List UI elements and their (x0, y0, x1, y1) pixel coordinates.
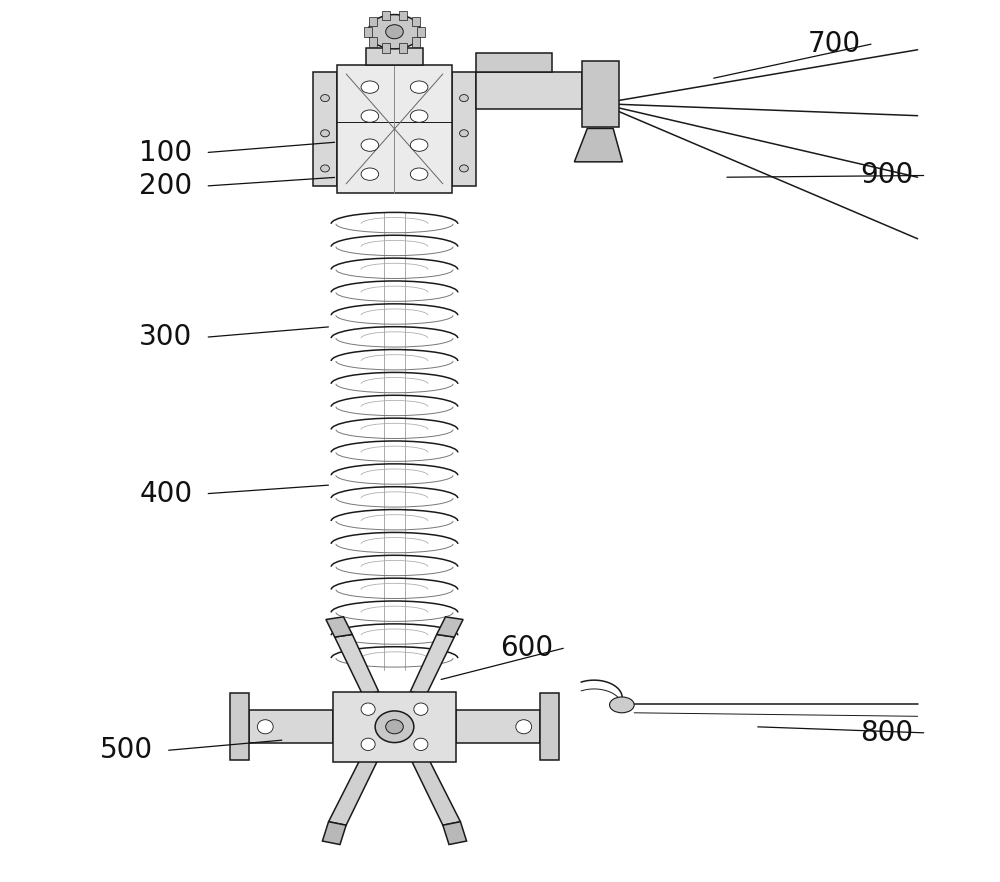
Text: 300: 300 (139, 323, 193, 351)
Bar (382, 43, 390, 53)
Ellipse shape (516, 720, 532, 734)
Bar (417, 26, 425, 36)
Ellipse shape (361, 168, 379, 180)
Ellipse shape (460, 165, 468, 172)
Ellipse shape (386, 25, 403, 39)
Bar (313, 71, 337, 186)
Polygon shape (335, 634, 379, 695)
Ellipse shape (414, 703, 428, 715)
Ellipse shape (361, 738, 375, 751)
Text: 400: 400 (139, 480, 192, 508)
Bar (369, 37, 377, 47)
Bar (249, 710, 333, 744)
Polygon shape (412, 758, 460, 826)
Text: 200: 200 (139, 172, 192, 200)
Ellipse shape (410, 168, 428, 180)
Ellipse shape (257, 720, 273, 734)
Ellipse shape (386, 720, 403, 734)
Bar (364, 26, 372, 36)
Ellipse shape (368, 15, 421, 49)
Polygon shape (437, 617, 463, 637)
Bar (582, 61, 619, 127)
Ellipse shape (321, 130, 329, 137)
Bar (399, 43, 407, 53)
Ellipse shape (460, 94, 468, 101)
Ellipse shape (410, 81, 428, 93)
Polygon shape (410, 634, 454, 695)
Bar (412, 17, 420, 26)
Text: 100: 100 (139, 138, 192, 167)
Text: 900: 900 (860, 161, 913, 190)
Bar (337, 65, 452, 192)
Ellipse shape (321, 165, 329, 172)
Polygon shape (326, 617, 352, 637)
Bar (476, 72, 582, 109)
Polygon shape (443, 822, 467, 845)
Text: 500: 500 (100, 736, 153, 765)
Polygon shape (329, 758, 377, 826)
Bar (382, 11, 390, 20)
Bar (366, 48, 423, 65)
Ellipse shape (410, 110, 428, 123)
Bar (412, 37, 420, 47)
Ellipse shape (361, 703, 375, 715)
Ellipse shape (414, 738, 428, 751)
Bar (333, 691, 456, 762)
Bar (369, 17, 377, 26)
Text: 800: 800 (860, 719, 913, 747)
Ellipse shape (410, 139, 428, 152)
Bar (230, 693, 249, 760)
Bar (452, 71, 476, 186)
Text: 700: 700 (808, 30, 861, 57)
Ellipse shape (361, 81, 379, 93)
Ellipse shape (361, 139, 379, 152)
Ellipse shape (375, 711, 414, 743)
Bar (456, 710, 540, 744)
Polygon shape (322, 822, 346, 845)
Bar (476, 53, 552, 72)
Ellipse shape (610, 697, 634, 713)
Ellipse shape (361, 110, 379, 123)
Bar (540, 693, 559, 760)
Ellipse shape (321, 94, 329, 101)
Text: 600: 600 (500, 633, 553, 662)
Ellipse shape (460, 130, 468, 137)
Polygon shape (574, 129, 622, 161)
Bar (399, 11, 407, 20)
